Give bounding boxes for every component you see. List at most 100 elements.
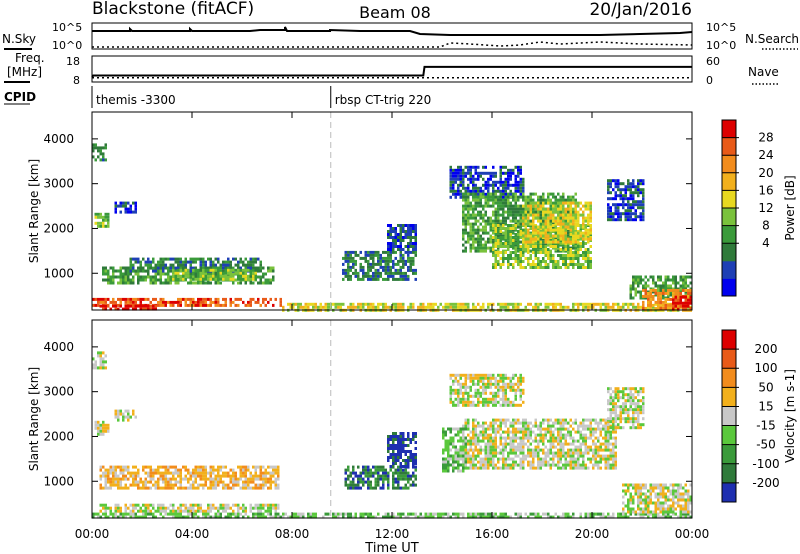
colorbar-swatch bbox=[722, 444, 736, 465]
colorbar-tick-label: 4 bbox=[762, 236, 770, 250]
y-axis-title: Slant Range [km] bbox=[27, 159, 41, 263]
nsearch-trace bbox=[92, 41, 693, 48]
echo-region bbox=[114, 409, 137, 422]
colorbar-swatch bbox=[722, 349, 736, 369]
colorbar-swatch bbox=[722, 208, 736, 227]
echo-region bbox=[99, 304, 157, 311]
colorbar-tick-label: 200 bbox=[755, 342, 778, 356]
y-tick-label: 4000 bbox=[43, 132, 74, 146]
colorbar-swatch bbox=[722, 155, 736, 174]
colorbar-swatch bbox=[722, 425, 736, 446]
y-tick-label: 1000 bbox=[43, 266, 74, 280]
station-title: Blackstone (fitACF) bbox=[92, 0, 254, 19]
echo-region bbox=[607, 179, 645, 222]
nsky-label: N.Sky bbox=[2, 32, 36, 46]
nave-tick-bottom: 0 bbox=[706, 74, 713, 87]
colorbar-tick-label: 28 bbox=[758, 131, 773, 145]
x-tick-label: 20:00 bbox=[575, 527, 610, 541]
colorbar-title: Power [dB] bbox=[783, 175, 797, 240]
echo-region bbox=[607, 387, 645, 430]
x-tick-label: 08:00 bbox=[275, 527, 310, 541]
echo-region bbox=[99, 503, 280, 513]
colorbar-swatch bbox=[722, 406, 736, 427]
cpid-segments: themis -3300 rbsp CT-trig 220 bbox=[91, 86, 431, 108]
echo-region bbox=[114, 201, 137, 214]
echo-region bbox=[462, 418, 617, 470]
colorbar-swatch bbox=[722, 243, 736, 262]
echo-region bbox=[449, 373, 525, 407]
beam-title: Beam 08 bbox=[359, 3, 431, 22]
colorbar-title: Velocity [m s-1] bbox=[783, 369, 797, 463]
colorbar-tick-label: 24 bbox=[758, 148, 773, 162]
y-tick-label: 1000 bbox=[43, 474, 74, 488]
y-tick-label: 2000 bbox=[43, 429, 74, 443]
colorbar-tick-label: -200 bbox=[752, 476, 779, 490]
x-tick-label: 04:00 bbox=[175, 527, 210, 541]
echo-region bbox=[94, 420, 110, 436]
echo-region bbox=[672, 295, 692, 311]
echo-region bbox=[99, 465, 280, 490]
echo-region bbox=[387, 432, 417, 468]
echo-region bbox=[522, 201, 592, 244]
colorbar-swatch bbox=[722, 482, 736, 503]
echo-region bbox=[92, 351, 107, 370]
x-tick-label: 12:00 bbox=[375, 527, 410, 541]
nsky-tick-bottom: 10^0 bbox=[52, 39, 82, 52]
colorbar-tick-label: -50 bbox=[756, 438, 776, 452]
nsky-tick-top: 10^5 bbox=[52, 21, 82, 34]
nsky-panel bbox=[91, 22, 693, 50]
freq-label-1: Freq. bbox=[15, 51, 45, 65]
colorbar-swatch bbox=[722, 137, 736, 156]
velocity-colorbar: 200 100 50 15 -15 -50 -100 -200 Velocity [m s-1] bbox=[721, 329, 797, 503]
echo-region bbox=[344, 465, 417, 490]
echo-region bbox=[92, 512, 692, 519]
colorbar-swatch bbox=[722, 278, 736, 297]
echo-region bbox=[129, 257, 262, 273]
freq-trace bbox=[91, 65, 692, 78]
cpid-segment-label: rbsp CT-trig 220 bbox=[335, 93, 431, 107]
freq-tick-bottom: 8 bbox=[73, 74, 80, 87]
colorbar-swatch bbox=[722, 387, 736, 407]
freq-label-2: [MHz] bbox=[7, 65, 42, 79]
colorbar-tick-label: 12 bbox=[758, 201, 773, 215]
y-tick-label: 3000 bbox=[43, 385, 74, 399]
colorbar-swatch bbox=[722, 225, 736, 244]
colorbar-frame bbox=[721, 329, 737, 503]
x-tick-label: 00:00 bbox=[75, 527, 110, 541]
echo-region bbox=[622, 483, 692, 514]
nsky-trace bbox=[92, 26, 693, 36]
colorbar-swatch bbox=[722, 260, 736, 279]
y-tick-label: 4000 bbox=[43, 340, 74, 354]
x-axis-labels: 00:00 04:00 08:00 12:00 16:00 20:00 00:00 bbox=[75, 527, 710, 541]
freq-tick-top: 18 bbox=[66, 55, 80, 68]
colorbar-tick-label: 20 bbox=[758, 166, 773, 180]
colorbar-swatch bbox=[722, 368, 736, 388]
colorbar-swatch bbox=[722, 120, 736, 139]
cpid-segment-label: themis -3300 bbox=[96, 93, 176, 107]
echo-region bbox=[342, 250, 417, 281]
freq-panel bbox=[91, 55, 693, 83]
x-axis-title: Time UT bbox=[364, 541, 418, 554]
colorbar-tick-label: 100 bbox=[755, 361, 778, 375]
y-axis-title: Slant Range [km] bbox=[27, 367, 41, 471]
colorbar-tick-label: 50 bbox=[758, 380, 773, 394]
nsearch-label: N.Search bbox=[745, 32, 799, 46]
echo-region bbox=[442, 427, 467, 473]
nsearch-tick-top: 10^5 bbox=[706, 21, 736, 34]
y-tick-label: 2000 bbox=[43, 221, 74, 235]
colorbar-swatch bbox=[722, 463, 736, 484]
colorbar-tick-label: 15 bbox=[758, 399, 773, 413]
colorbar-tick-label: -15 bbox=[756, 419, 776, 433]
echo-region bbox=[387, 224, 417, 251]
x-tick-label: 16:00 bbox=[475, 527, 510, 541]
x-tick-label: 00:00 bbox=[675, 527, 710, 541]
cpid-label: CPID bbox=[4, 90, 36, 104]
nsearch-tick-bottom: 10^0 bbox=[706, 39, 736, 52]
nave-tick-top: 60 bbox=[706, 55, 720, 68]
colorbar-tick-label: 8 bbox=[762, 219, 770, 233]
y-tick-label: 3000 bbox=[43, 177, 74, 191]
echo-region bbox=[172, 268, 257, 281]
